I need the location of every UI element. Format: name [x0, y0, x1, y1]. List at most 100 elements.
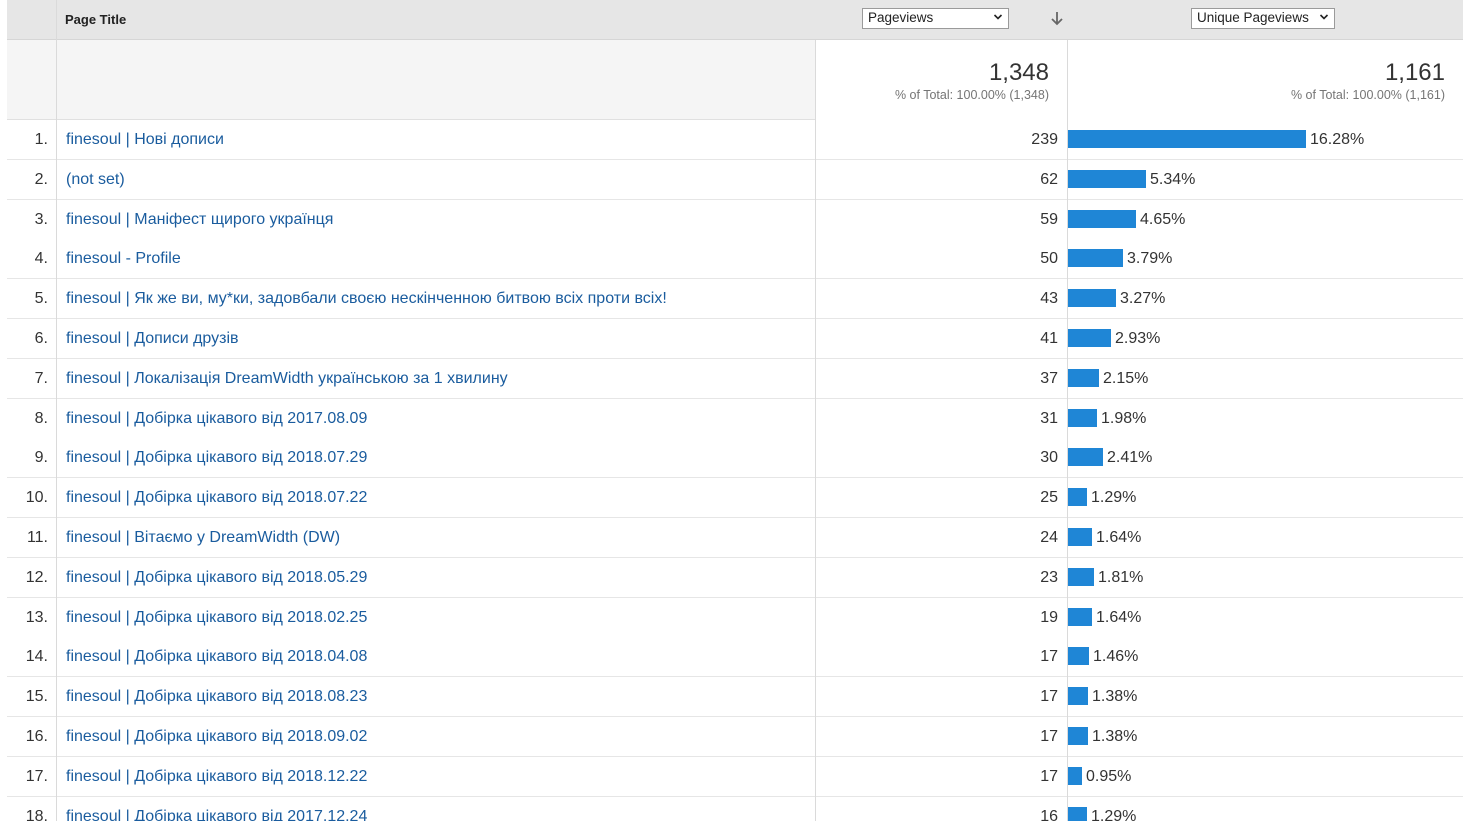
column-header-page-title[interactable]: Page Title	[65, 12, 127, 27]
table-row: 18. finesoul | Добірка цікавого від 2017.…	[7, 796, 1463, 821]
arrow-down-icon[interactable]	[1050, 11, 1064, 27]
table-row: 4. finesoul - Profile 50 3.79%	[7, 239, 1463, 280]
page-title-link[interactable]: finesoul | Добірка цікавого від 2018.07.…	[66, 449, 368, 467]
pageviews-value: 25	[1040, 489, 1058, 507]
unique-pageviews-percent: 1.46%	[1093, 648, 1139, 666]
table-row: 10. finesoul | Добірка цікавого від 2018.…	[7, 478, 1463, 519]
page-title-link[interactable]: finesoul | Добірка цікавого від 2018.08.…	[66, 688, 368, 706]
page-title-link[interactable]: (not set)	[66, 170, 125, 188]
chevron-down-icon	[1319, 14, 1329, 20]
pageviews-value: 30	[1040, 449, 1058, 467]
column-divider	[815, 40, 816, 821]
pageviews-value: 37	[1040, 369, 1058, 387]
pageviews-value: 50	[1040, 250, 1058, 268]
unique-pageviews-percent: 1.98%	[1101, 409, 1147, 427]
totals-cell-pageviews	[815, 40, 1067, 120]
unique-pageviews-percent: 3.79%	[1127, 250, 1173, 268]
column-divider	[1067, 40, 1068, 821]
row-index: 8.	[34, 409, 48, 427]
unique-pageviews-percent: 2.15%	[1103, 369, 1149, 387]
unique-pageviews-percent: 0.95%	[1086, 767, 1132, 785]
row-index: 12.	[25, 568, 48, 586]
metric-select-pageviews-label: Pageviews	[868, 10, 934, 25]
row-index: 4.	[34, 250, 48, 268]
percentage-bar	[1068, 209, 1136, 228]
pageviews-value: 17	[1040, 688, 1058, 706]
metric-select-unique-pageviews[interactable]: Unique Pageviews	[1191, 8, 1335, 29]
table-row: 13. finesoul | Добірка цікавого від 2018.…	[7, 597, 1463, 638]
row-index: 3.	[34, 210, 48, 228]
page-title-link[interactable]: finesoul | Добірка цікавого від 2017.12.…	[66, 807, 368, 821]
table-row: 7. finesoul | Локалізація DreamWidth укра…	[7, 358, 1463, 399]
page-title-link[interactable]: finesoul | Дописи друзів	[66, 330, 239, 347]
pageviews-value: 59	[1040, 210, 1058, 228]
totals-row: 1,348 % of Total: 100.00% (1,348) 1,161 …	[7, 40, 1463, 120]
table-header: Page Title Pageviews Unique Pageviews	[7, 0, 1463, 40]
page-title-link[interactable]: finesoul - Profile	[66, 250, 181, 268]
unique-pageviews-percent: 1.38%	[1092, 728, 1138, 745]
table-row: 8. finesoul | Добірка цікавого від 2017.0…	[7, 398, 1463, 439]
pageviews-value: 62	[1040, 170, 1058, 188]
table-row: 17. finesoul | Добірка цікавого від 2018.…	[7, 756, 1463, 797]
pageviews-value: 239	[1031, 131, 1058, 148]
percentage-bar	[1068, 647, 1089, 666]
row-index: 17.	[25, 767, 48, 785]
total-pageviews-value: 1,348	[988, 59, 1049, 86]
metric-select-pageviews[interactable]: Pageviews	[862, 8, 1009, 29]
table-row: 12. finesoul | Добірка цікавого від 2018.…	[7, 557, 1463, 598]
percentage-bar	[1068, 607, 1092, 626]
pageviews-value: 17	[1040, 648, 1058, 666]
page-title-link[interactable]: finesoul | Локалізація DreamWidth україн…	[66, 369, 508, 387]
percentage-bar	[1068, 528, 1092, 546]
page-title-link[interactable]: finesoul | Добірка цікавого від 2018.07.…	[66, 489, 368, 507]
metric-select-unique-label: Unique Pageviews	[1197, 10, 1309, 25]
row-index: 1.	[34, 131, 48, 148]
unique-pageviews-percent: 5.34%	[1150, 170, 1196, 188]
page-title-link[interactable]: finesoul | Добірка цікавого від 2018.09.…	[66, 728, 368, 745]
page-title-link[interactable]: finesoul | Вітаємо у DreamWidth (DW)	[66, 529, 341, 546]
row-index: 2.	[34, 170, 48, 188]
chevron-down-icon	[993, 14, 1003, 20]
unique-pageviews-percent: 1.81%	[1098, 568, 1144, 586]
table-row: 9. finesoul | Добірка цікавого від 2018.0…	[7, 438, 1463, 479]
page-title-link[interactable]: finesoul | Добірка цікавого від 2018.05.…	[66, 568, 368, 586]
unique-pageviews-percent: 1.29%	[1091, 489, 1137, 507]
percentage-bar	[1068, 488, 1087, 507]
row-index: 5.	[34, 290, 48, 308]
row-index: 14.	[25, 648, 48, 666]
page-title-link[interactable]: finesoul | Добірка цікавого від 2018.12.…	[66, 767, 368, 785]
page-title-link[interactable]: finesoul | Добірка цікавого від 2018.02.…	[66, 608, 368, 626]
table-row: 1. finesoul | Нові дописи 239 16.28%	[7, 120, 1463, 160]
table-row: 2. (not set) 62 5.34%	[7, 159, 1463, 200]
unique-pageviews-percent: 3.27%	[1120, 290, 1166, 308]
page-title-link[interactable]: finesoul | Нові дописи	[66, 131, 224, 148]
percentage-bar	[1068, 169, 1146, 188]
percentage-bar	[1068, 329, 1111, 347]
pageviews-value: 17	[1040, 728, 1058, 745]
page-title-link[interactable]: finesoul | Добірка цікавого від 2017.08.…	[66, 409, 368, 427]
percentage-bar	[1068, 806, 1087, 821]
row-index: 13.	[25, 608, 48, 626]
row-index: 11.	[26, 529, 48, 546]
percentage-bar	[1068, 567, 1094, 586]
row-index: 18.	[25, 807, 48, 821]
pageviews-value: 31	[1040, 409, 1058, 427]
page-title-link[interactable]: finesoul | Як же ви, му*ки, задовбали св…	[66, 290, 667, 308]
percentage-bar	[1068, 249, 1123, 268]
page-title-link[interactable]: finesoul | Маніфест щирого українця	[66, 210, 334, 228]
percentage-bar	[1068, 448, 1103, 467]
totals-cell-unique	[1068, 40, 1463, 120]
row-index: 15.	[25, 688, 48, 706]
pageviews-value: 19	[1040, 608, 1058, 626]
percentage-bar	[1068, 766, 1082, 785]
table-row: 6. finesoul | Дописи друзів 41 2.93%	[7, 319, 1463, 359]
pageviews-value: 41	[1040, 330, 1058, 347]
unique-pageviews-percent: 2.93%	[1115, 330, 1161, 347]
page-title-link[interactable]: finesoul | Добірка цікавого від 2018.04.…	[66, 648, 368, 666]
table-row: 15. finesoul | Добірка цікавого від 2018.…	[7, 677, 1463, 718]
table-row: 11. finesoul | Вітаємо у DreamWidth (DW) 2…	[7, 518, 1463, 558]
row-index: 9.	[34, 449, 48, 467]
percentage-bar	[1068, 130, 1306, 148]
table-row: 14. finesoul | Добірка цікавого від 2018.…	[7, 637, 1463, 678]
percentage-bar	[1068, 687, 1088, 706]
